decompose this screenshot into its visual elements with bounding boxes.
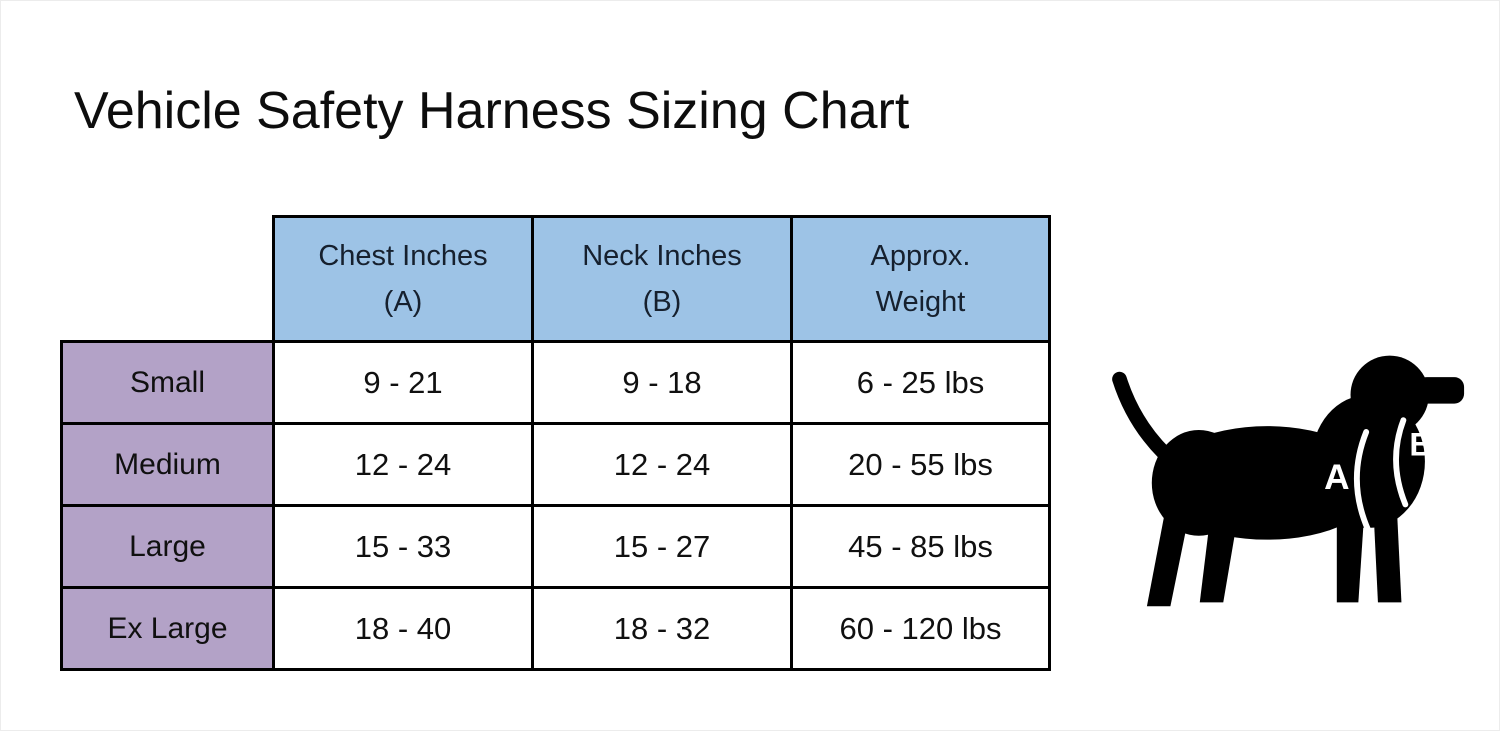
dog-silhouette-icon bbox=[1112, 355, 1465, 607]
column-header-line: Weight bbox=[875, 286, 966, 318]
neck-strap-line bbox=[1393, 417, 1409, 508]
cell-neck: 18 - 32 bbox=[531, 586, 793, 671]
neck-measure-label: B bbox=[1409, 426, 1432, 462]
cell-neck: 9 - 18 bbox=[531, 340, 793, 425]
dog-harness-diagram: A B bbox=[1112, 355, 1465, 607]
cell-chest: 18 - 40 bbox=[272, 586, 534, 671]
cell-neck: 15 - 27 bbox=[531, 504, 793, 589]
row-label: Small bbox=[60, 340, 275, 425]
cell-weight: 45 - 85 lbs bbox=[790, 504, 1051, 589]
column-header-weight: Approx. Weight bbox=[790, 215, 1051, 343]
column-header-line: (A) bbox=[383, 286, 423, 318]
column-header-neck: Neck Inches (B) bbox=[531, 215, 793, 343]
column-header-line: (B) bbox=[642, 286, 682, 318]
cell-chest: 15 - 33 bbox=[272, 504, 534, 589]
cell-chest: 9 - 21 bbox=[272, 340, 534, 425]
table-row-small: Small 9 - 21 9 - 18 6 - 25 lbs bbox=[60, 340, 1051, 425]
cell-neck: 12 - 24 bbox=[531, 422, 793, 507]
cell-weight: 60 - 120 lbs bbox=[790, 586, 1051, 671]
cell-chest: 12 - 24 bbox=[272, 422, 534, 507]
chest-strap-line bbox=[1353, 429, 1372, 533]
row-label: Medium bbox=[60, 422, 275, 507]
cell-weight: 20 - 55 lbs bbox=[790, 422, 1051, 507]
corner-cell bbox=[62, 217, 274, 342]
column-header-chest: Chest Inches (A) bbox=[272, 215, 534, 343]
column-header-line: Chest Inches bbox=[318, 239, 488, 272]
row-label: Large bbox=[60, 504, 275, 589]
table-row-large: Large 15 - 33 15 - 27 45 - 85 lbs bbox=[60, 504, 1051, 589]
chest-measure-label: A bbox=[1324, 458, 1349, 497]
page-title: Vehicle Safety Harness Sizing Chart bbox=[74, 81, 910, 140]
sizing-table: Chest Inches (A) Neck Inches (B) Approx.… bbox=[60, 215, 1051, 671]
table-row-ex-large: Ex Large 18 - 40 18 - 32 60 - 120 lbs bbox=[60, 586, 1051, 671]
table-header-row: Chest Inches (A) Neck Inches (B) Approx.… bbox=[62, 215, 1051, 343]
column-header-line: Neck Inches bbox=[582, 239, 742, 272]
row-label: Ex Large bbox=[60, 586, 275, 671]
cell-weight: 6 - 25 lbs bbox=[790, 340, 1051, 425]
table-row-medium: Medium 12 - 24 12 - 24 20 - 55 lbs bbox=[60, 422, 1051, 507]
column-header-line: Approx. bbox=[870, 239, 971, 272]
